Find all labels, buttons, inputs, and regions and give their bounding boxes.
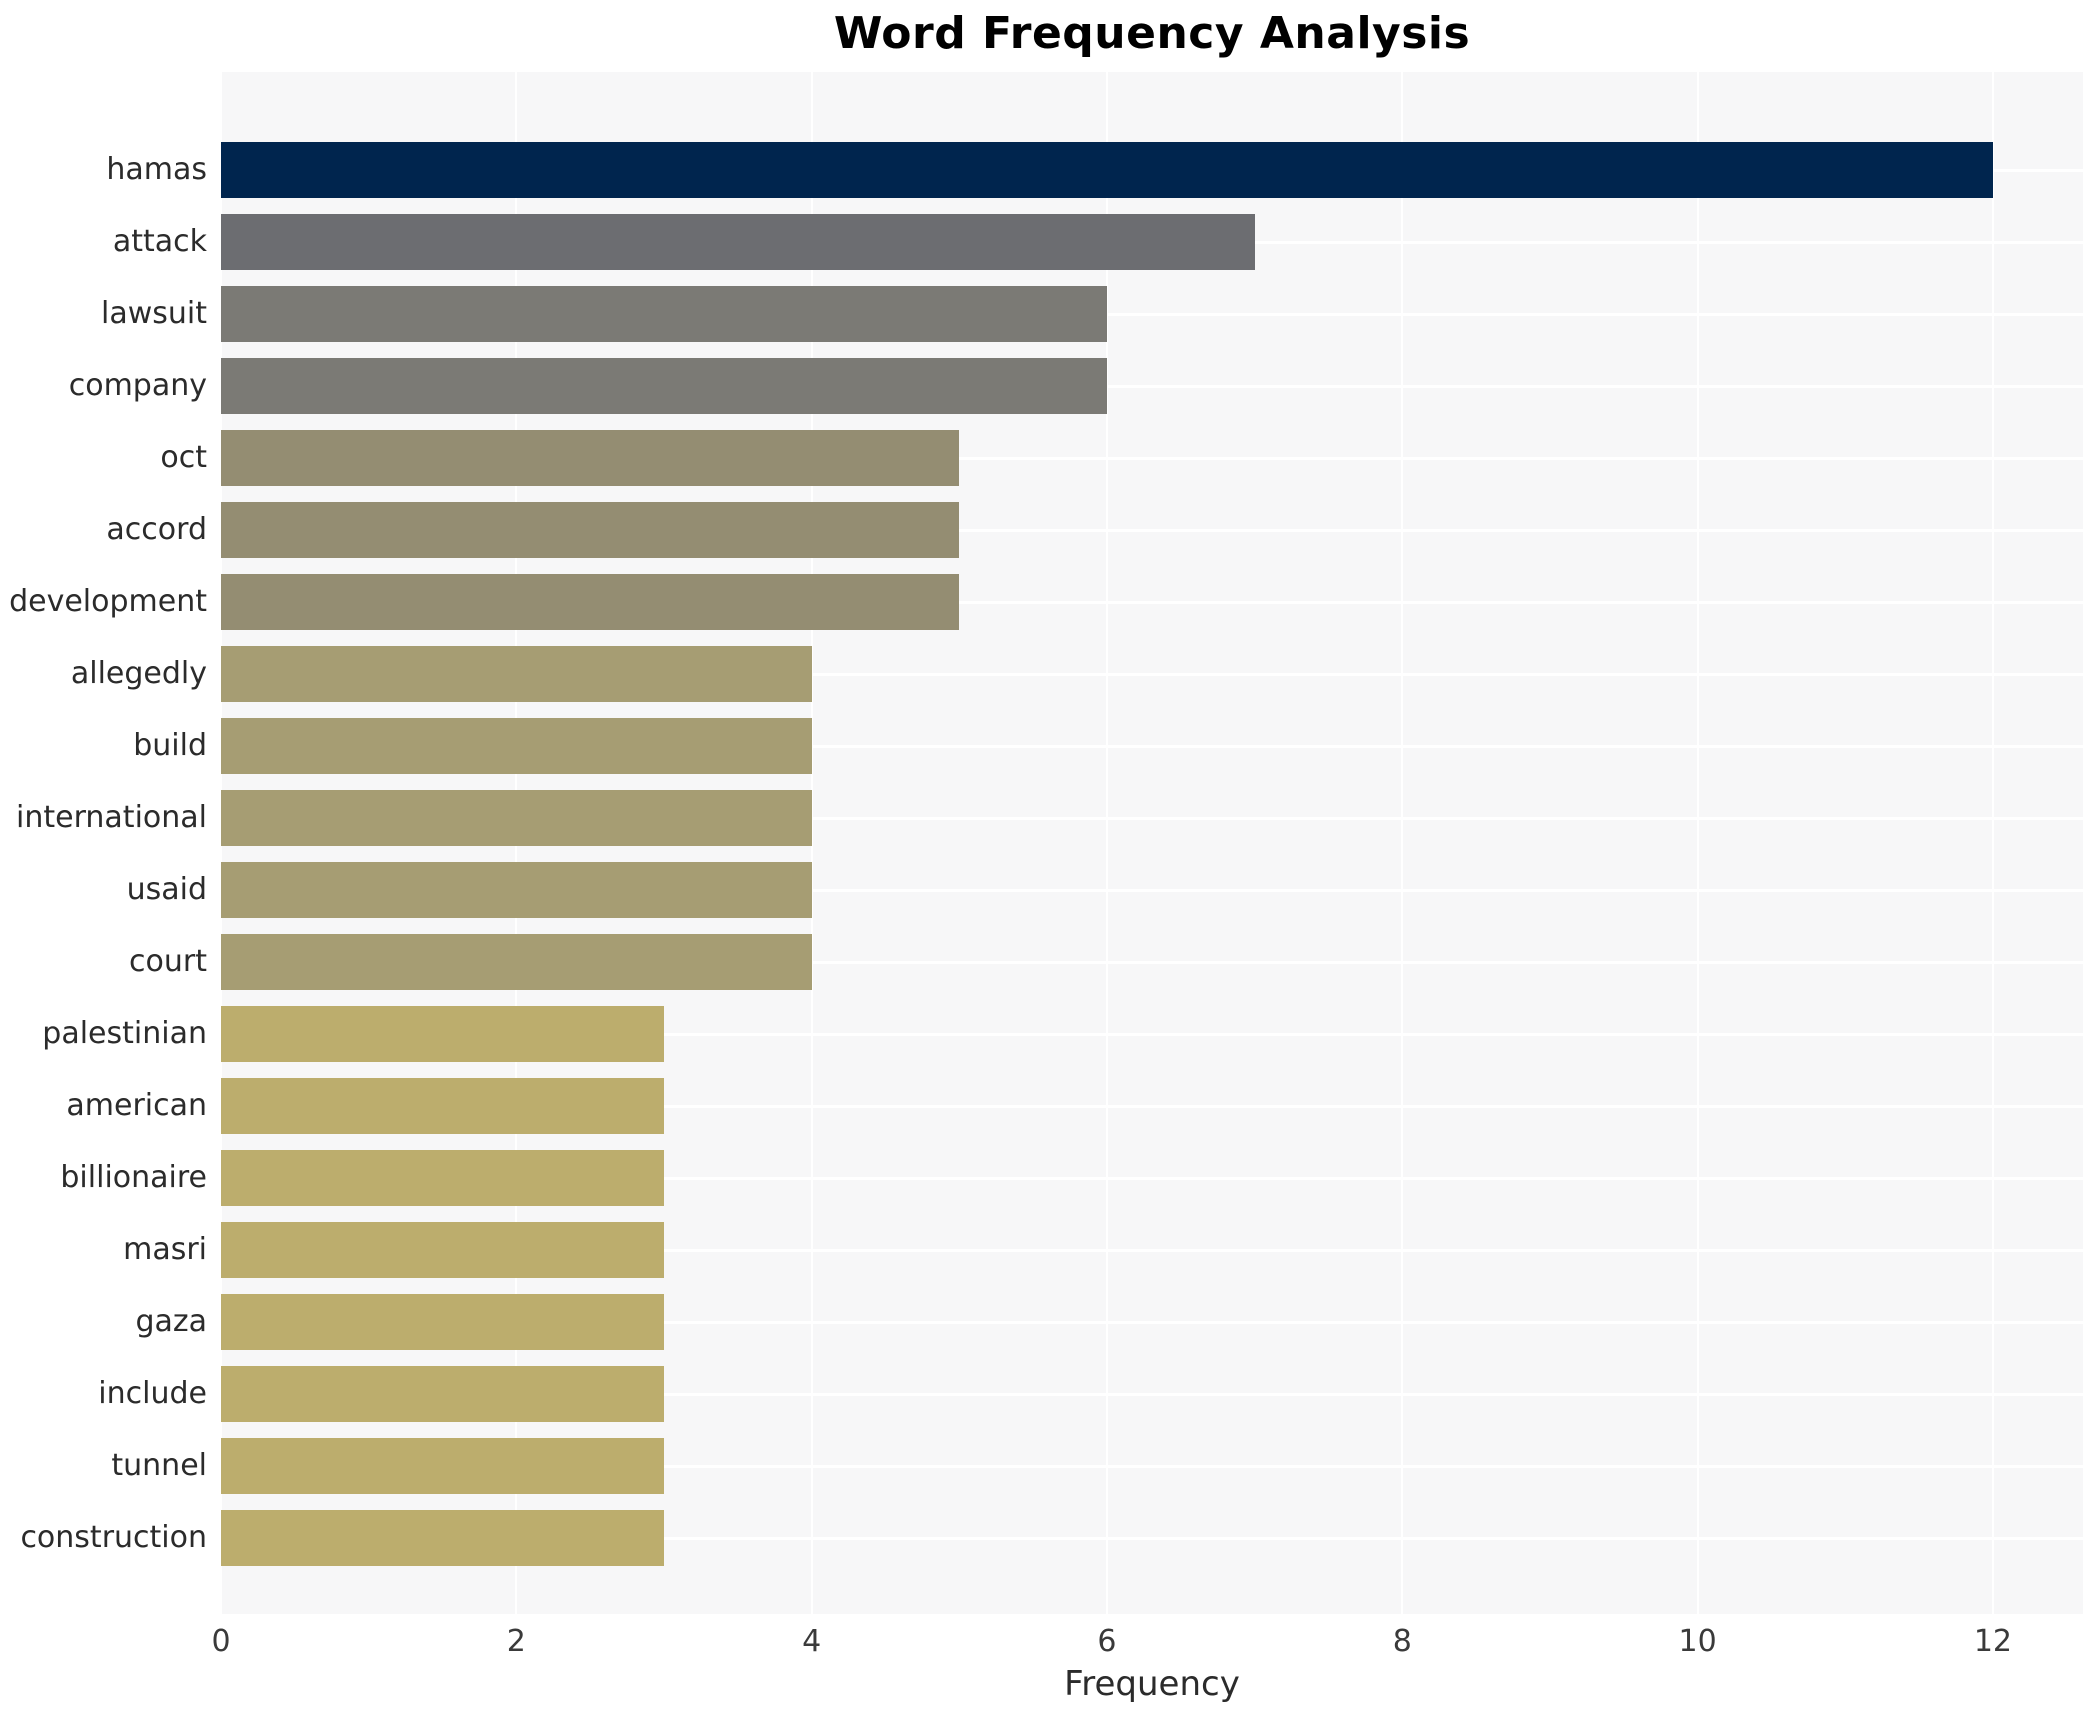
y-axis-label-masri: masri <box>123 1232 207 1267</box>
y-axis-label-build: build <box>133 728 207 763</box>
grid-line-x <box>810 72 813 1614</box>
y-axis-label-allegedly: allegedly <box>70 656 207 691</box>
grid-line-y <box>221 1249 2083 1252</box>
x-axis-tick-label: 10 <box>1678 1624 1717 1659</box>
bar-build <box>221 718 812 774</box>
y-axis-label-accord: accord <box>106 512 207 547</box>
grid-line-y <box>221 1321 2083 1324</box>
grid-line-y <box>221 1393 2083 1396</box>
grid-line-y <box>221 961 2083 964</box>
chart-title: Word Frequency Analysis <box>833 8 1471 59</box>
grid-line-y <box>221 601 2083 604</box>
bar-usaid <box>221 862 812 918</box>
grid-line-y <box>221 529 2083 532</box>
x-axis-tick-label: 2 <box>506 1624 526 1659</box>
bar-american <box>221 1078 664 1134</box>
grid-line-x <box>1401 72 1404 1614</box>
bar-oct <box>221 430 960 486</box>
bar-court <box>221 934 812 990</box>
y-axis-label-court: court <box>129 944 207 979</box>
grid-line-y <box>221 817 2083 820</box>
y-axis-label-construction: construction <box>20 1520 207 1555</box>
grid-line-y <box>221 385 2083 388</box>
grid-line-y <box>221 313 2083 316</box>
y-axis-label-attack: attack <box>112 224 207 259</box>
grid-line-y <box>221 457 2083 460</box>
bar-billionaire <box>221 1150 664 1206</box>
y-axis-label-palestinian: palestinian <box>42 1016 207 1051</box>
bar-allegedly <box>221 646 812 702</box>
x-axis-title: Frequency <box>1064 1664 1240 1704</box>
y-axis-label-lawsuit: lawsuit <box>101 296 207 331</box>
bar-hamas <box>221 142 1993 198</box>
y-axis-label-hamas: hamas <box>106 152 207 187</box>
grid-line-y <box>221 1177 2083 1180</box>
y-axis-label-include: include <box>98 1376 207 1411</box>
bar-attack <box>221 214 1255 270</box>
y-axis-label-column: hamas attack lawsuit company oct accord develo… <box>0 72 207 1614</box>
x-axis-tick-label: 6 <box>1097 1624 1117 1659</box>
x-axis-tick-label: 12 <box>1973 1624 2013 1659</box>
x-axis-tick-label: 0 <box>211 1624 231 1659</box>
y-axis-label-oct: oct <box>160 440 207 475</box>
y-axis-label-international: international <box>16 800 207 835</box>
bar-masri <box>221 1222 664 1278</box>
grid-line-y <box>221 1537 2083 1540</box>
bar-company <box>221 358 1107 414</box>
y-axis-label-company: company <box>68 368 207 403</box>
y-axis-label-development: development <box>9 584 207 619</box>
plot-area <box>220 72 2083 1614</box>
grid-line-x <box>1991 72 1994 1614</box>
grid-line-y <box>221 745 2083 748</box>
grid-line-y <box>221 1105 2083 1108</box>
grid-line-y <box>221 1465 2083 1468</box>
grid-line-x <box>1696 72 1699 1614</box>
y-axis-label-american: american <box>66 1088 207 1123</box>
grid-line-y <box>221 889 2083 892</box>
x-axis-tick-label: 4 <box>802 1624 822 1659</box>
grid-line-x <box>1105 72 1108 1614</box>
bar-international <box>221 790 812 846</box>
bar-lawsuit <box>221 286 1107 342</box>
bar-gaza <box>221 1294 664 1350</box>
y-axis-label-usaid: usaid <box>126 872 207 907</box>
y-axis-label-gaza: gaza <box>135 1304 207 1339</box>
bar-construction <box>221 1510 664 1566</box>
y-axis-label-tunnel: tunnel <box>111 1448 207 1483</box>
y-axis-label-billionaire: billionaire <box>60 1160 207 1195</box>
bar-palestinian <box>221 1006 664 1062</box>
bar-development <box>221 574 960 630</box>
bar-tunnel <box>221 1438 664 1494</box>
bar-accord <box>221 502 960 558</box>
bar-include <box>221 1366 664 1422</box>
x-axis-tick-label: 8 <box>1392 1624 1412 1659</box>
grid-line-y <box>221 673 2083 676</box>
grid-line-y <box>221 1033 2083 1036</box>
